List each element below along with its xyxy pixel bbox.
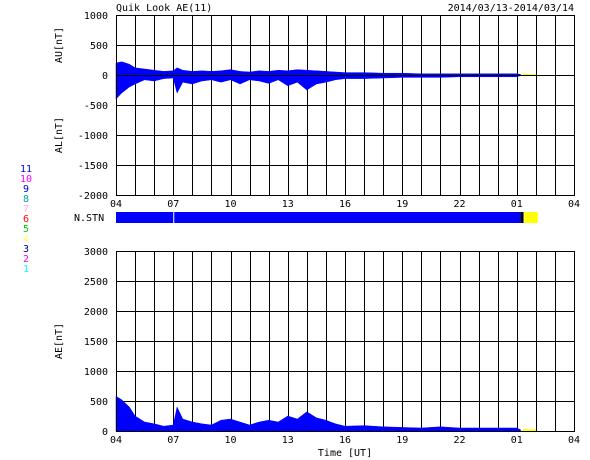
station-bar-blue — [116, 212, 521, 223]
x-tick-label: 04 — [568, 435, 580, 446]
series-area-au — [115, 61, 521, 76]
legend-entry: 4 — [23, 234, 29, 245]
x-tick-label: 19 — [396, 199, 408, 210]
y-tick-label: 1000 — [84, 367, 108, 378]
y-tick-label: 0 — [102, 71, 108, 82]
series-area-ae — [115, 395, 521, 432]
plot-frame — [116, 15, 575, 196]
legend-entry: 8 — [23, 194, 29, 205]
legend-entry: 2 — [23, 254, 29, 265]
y-tick-label: 2500 — [84, 277, 108, 288]
yellow-segment — [522, 429, 536, 432]
series-area-al — [115, 74, 521, 100]
x-tick-label: 16 — [339, 199, 351, 210]
station-bar-gap — [173, 212, 175, 223]
legend-entry: 6 — [23, 214, 29, 225]
x-axis-label: Time [UT] — [318, 448, 372, 459]
x-tick-label: 01 — [511, 435, 523, 446]
x-tick-label: 07 — [167, 435, 179, 446]
plot-frame — [116, 251, 575, 432]
y-tick-label: -1500 — [78, 161, 108, 172]
y-tick-label: -1000 — [78, 131, 108, 142]
stn-label: N.STN — [74, 213, 104, 224]
x-tick-label: 04 — [110, 199, 122, 210]
y-tick-label: 500 — [90, 397, 108, 408]
legend-entry: 5 — [23, 224, 29, 235]
x-tick-label: 01 — [511, 199, 523, 210]
x-tick-label: 04 — [568, 199, 580, 210]
legend-entry: 1 — [23, 264, 29, 275]
y-tick-label: 1500 — [84, 337, 108, 348]
station-bar-marker — [520, 212, 524, 223]
chart-title: Quik Look AE(11) — [116, 3, 212, 14]
legend-entry: 10 — [20, 174, 32, 185]
x-tick-label: 16 — [339, 435, 351, 446]
legend-entry: 9 — [23, 184, 29, 195]
legend-entry: 11 — [20, 164, 32, 175]
legend-entry: 3 — [23, 244, 29, 255]
y-tick-label: -500 — [84, 101, 108, 112]
yellow-segment — [522, 73, 536, 76]
x-tick-label: 10 — [224, 199, 236, 210]
y-tick-label: 2000 — [84, 307, 108, 318]
date-range: 2014/03/13-2014/03/14 — [448, 3, 574, 14]
y-axis-label-ae: AE[nT] — [54, 323, 65, 359]
y-tick-label: 0 — [102, 427, 108, 438]
legend-entry: 7 — [23, 204, 29, 215]
x-tick-label: 07 — [167, 199, 179, 210]
y-tick-label: -2000 — [78, 191, 108, 202]
x-tick-label: 13 — [282, 435, 294, 446]
y-axis-label-au: AU[nT] — [54, 27, 65, 63]
x-tick-label: 22 — [453, 199, 465, 210]
station-bar-yellow — [524, 212, 538, 223]
x-tick-label: 13 — [282, 199, 294, 210]
y-axis-label-al: AL[nT] — [54, 117, 65, 153]
y-tick-label: 3000 — [84, 247, 108, 258]
x-tick-label: 10 — [224, 435, 236, 446]
x-tick-label: 19 — [396, 435, 408, 446]
y-tick-label: 1000 — [84, 11, 108, 22]
y-tick-label: 500 — [90, 41, 108, 52]
x-tick-label: 22 — [453, 435, 465, 446]
x-tick-label: 04 — [110, 435, 122, 446]
